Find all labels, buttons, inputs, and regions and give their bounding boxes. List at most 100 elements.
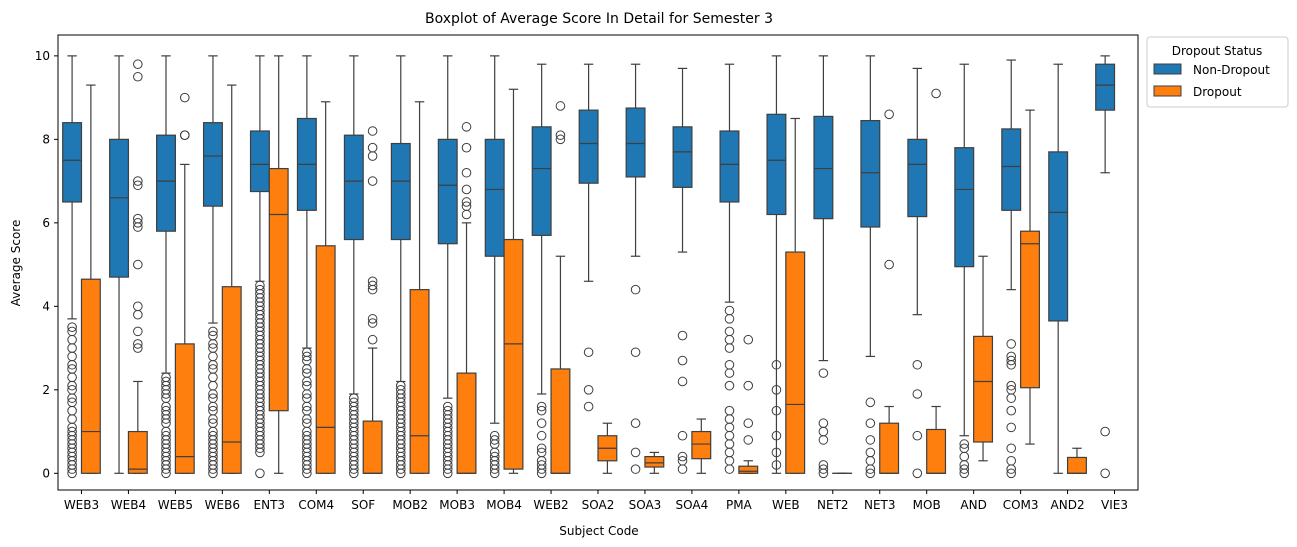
outlier-point — [133, 301, 143, 312]
box-mob3 — [437, 55, 458, 479]
legend-title: Dropout Status — [1172, 44, 1263, 58]
outlier-point — [677, 430, 688, 441]
box-mob3 — [456, 122, 477, 474]
outlier-point — [1100, 426, 1110, 437]
outlier-point — [771, 430, 782, 441]
x-tick-label: WEB — [772, 498, 800, 512]
outlier-point — [1006, 380, 1017, 391]
outlier-point — [161, 389, 171, 399]
outlier-point — [161, 464, 171, 474]
outlier-point — [818, 435, 829, 445]
outlier-point — [818, 464, 829, 474]
box-iqr — [531, 126, 552, 236]
x-tick-label: SOA2 — [582, 498, 615, 512]
outlier-point — [865, 468, 876, 479]
outlier-point — [67, 414, 77, 424]
legend-swatch-non-dropout — [1153, 63, 1182, 75]
box-mob — [907, 67, 928, 479]
box-iqr — [156, 134, 176, 232]
outlier-point — [630, 464, 641, 474]
y-axis-title: Average Score — [9, 220, 23, 307]
outlier-point — [208, 389, 218, 399]
box-iqr — [719, 130, 740, 203]
box-and — [973, 255, 994, 462]
outlier-point — [67, 359, 77, 370]
outlier-point — [208, 468, 218, 479]
outlier-point — [208, 359, 218, 370]
box-iqr — [80, 278, 101, 474]
outlier-point — [367, 126, 378, 136]
outlier-point — [630, 447, 641, 458]
outlier-point — [395, 468, 406, 479]
box-iqr — [343, 134, 364, 241]
outlier-point — [67, 393, 77, 403]
outlier-point — [771, 359, 782, 370]
box-iqr — [691, 430, 712, 460]
outlier-point — [208, 380, 218, 391]
outlier-point — [583, 347, 594, 358]
box-iqr — [109, 138, 130, 278]
outlier-point — [67, 343, 77, 353]
x-axis-title: Subject Code — [559, 524, 638, 538]
box-mob — [926, 88, 947, 474]
box-iqr — [1048, 151, 1069, 322]
box-web3 — [62, 55, 83, 479]
outlier-point — [133, 71, 143, 82]
legend-frame — [1146, 36, 1289, 108]
box-and — [954, 63, 975, 479]
outlier-point — [208, 372, 218, 383]
outlier-point — [536, 443, 547, 454]
outlier-point — [367, 276, 378, 287]
box-iqr — [174, 343, 195, 474]
outlier-point — [724, 405, 735, 416]
outlier-point — [536, 430, 547, 441]
outlier-point — [367, 314, 378, 324]
box-iqr — [362, 420, 383, 474]
outlier-point — [743, 380, 754, 391]
outlier-point — [1006, 468, 1017, 479]
x-tick-label: MOB4 — [486, 498, 522, 512]
box-iqr — [127, 430, 148, 474]
outlier-point — [367, 142, 378, 153]
x-tick-label: AND — [960, 498, 986, 512]
outlier-point — [724, 414, 735, 424]
x-tick-label: MOB3 — [439, 498, 475, 512]
outlier-point — [489, 468, 500, 479]
box-sof — [343, 55, 364, 479]
outlier-point — [724, 380, 735, 391]
box-web3 — [80, 84, 101, 474]
outlier-point — [555, 134, 566, 145]
y-tick-label: 4 — [42, 299, 50, 313]
outlier-point — [67, 464, 77, 474]
outlier-point — [133, 326, 143, 337]
box-web6 — [202, 55, 223, 479]
outlier-point — [1006, 355, 1017, 366]
outlier-point — [302, 389, 312, 399]
outlier-point — [865, 397, 876, 408]
outlier-point — [724, 343, 735, 353]
outlier-point — [208, 414, 218, 424]
outlier-point — [302, 468, 312, 479]
x-tick-label: SOF — [351, 498, 375, 512]
box-iqr — [456, 372, 477, 474]
box-com3 — [1001, 59, 1022, 479]
outlier-point — [912, 389, 923, 399]
box-iqr — [409, 289, 430, 474]
outlier-point — [743, 435, 754, 445]
outlier-point — [1006, 455, 1017, 466]
box-iqr — [550, 368, 571, 474]
outlier-point — [724, 422, 735, 433]
outlier-point — [367, 280, 378, 291]
x-tick-label: AND2 — [1051, 498, 1085, 512]
outlier-point — [302, 414, 312, 424]
outlier-point — [255, 443, 265, 454]
outlier-point — [724, 430, 735, 441]
outlier-point — [461, 142, 472, 153]
x-tick-label: ENT3 — [254, 498, 286, 512]
y-tick-label: 8 — [42, 132, 50, 146]
outlier-point — [67, 468, 77, 479]
outlier-point — [865, 455, 876, 466]
outlier-point — [931, 88, 941, 99]
outlier-point — [67, 322, 77, 333]
